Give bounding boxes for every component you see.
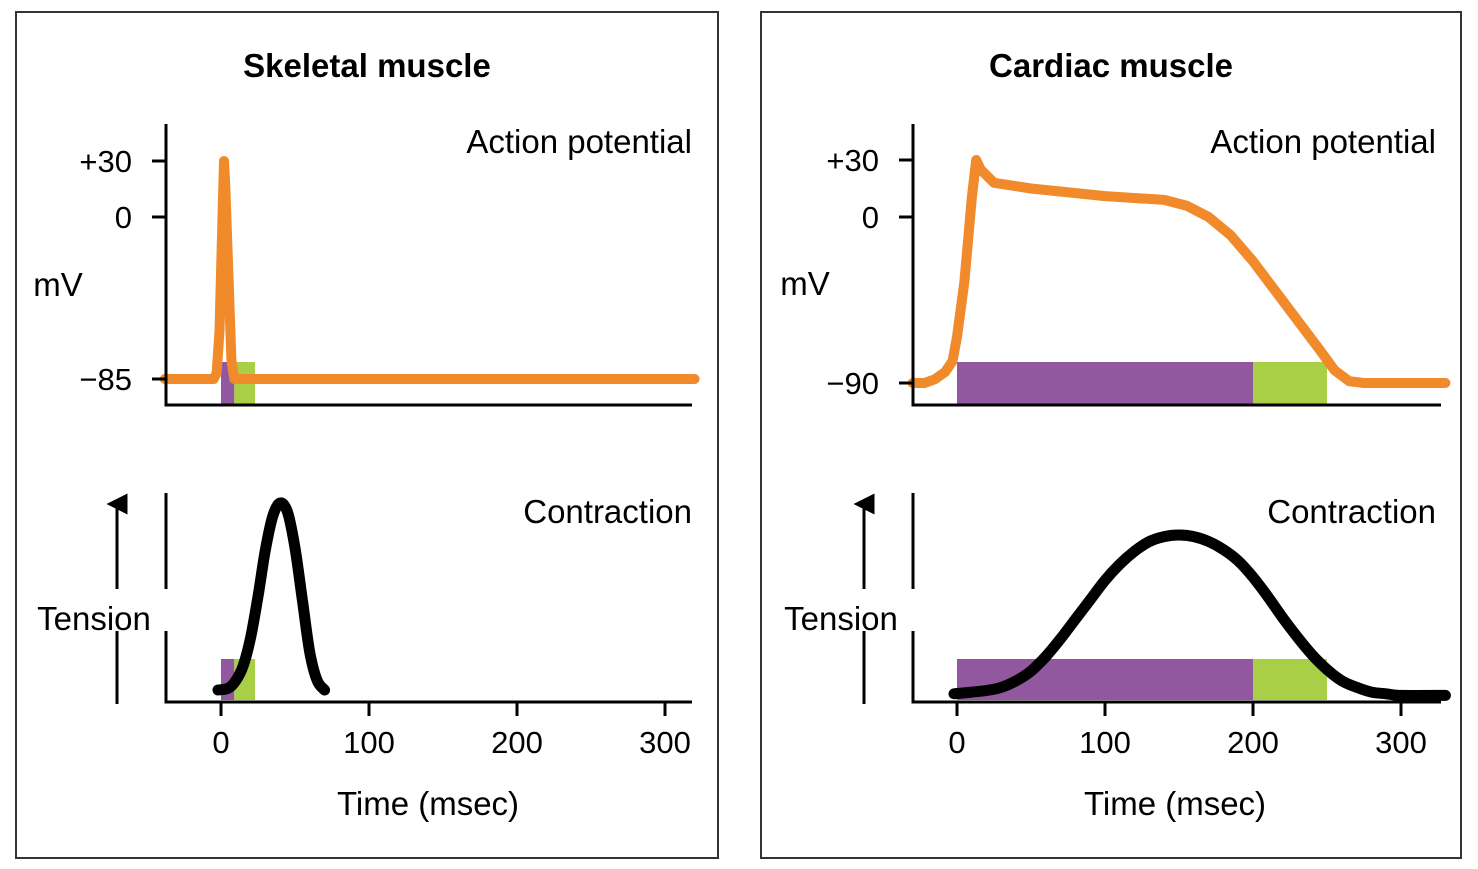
left-xtick-label: 200 [491, 725, 543, 760]
right-contraction-curve [948, 529, 1451, 701]
left-ap-ytick-label: −85 [79, 362, 132, 397]
left-tension-label-bg [37, 589, 197, 631]
right-tension-label: Tension [784, 600, 898, 637]
right-ap-label: Action potential [1210, 123, 1436, 160]
left-xtick-label: 0 [212, 725, 229, 760]
right-contraction-relative-refractory-bar [1253, 659, 1327, 700]
left-xtick-label: 300 [639, 725, 691, 760]
right-contraction-axes [911, 493, 1441, 704]
left-ap-ytick-label: +30 [79, 144, 132, 179]
right-xtick-label: 300 [1375, 725, 1427, 760]
left-contraction-label: Contraction [523, 493, 692, 530]
right-ap-ylabel: mV [780, 265, 830, 302]
left-ap-label: Action potential [466, 123, 692, 160]
right-ap-ytick-label: −90 [826, 366, 879, 401]
left-tension-label: Tension [37, 600, 151, 637]
right-panel-frame [760, 11, 1462, 859]
left-action-potential-line [159, 156, 700, 384]
left-ap-ytick-label: 0 [115, 200, 132, 235]
right-xlabel: Time (msec) [1084, 785, 1266, 822]
right-ap-relative-refractory-bar [1253, 362, 1327, 404]
right-ap-ytick-label: +30 [826, 143, 879, 178]
right-action-potential-line [907, 155, 1451, 388]
right-xtick-label: 0 [948, 725, 965, 760]
right-contraction-label: Contraction [1267, 493, 1436, 530]
left-xlabel: Time (msec) [337, 785, 519, 822]
right-contraction-absolute-refractory-bar [957, 659, 1253, 700]
right-ap-absolute-refractory-bar [957, 362, 1253, 404]
left-ap-ylabel: mV [33, 266, 83, 303]
right-xtick-label: 100 [1079, 725, 1131, 760]
right-tension-label-bg [784, 589, 944, 631]
left-panel: Skeletal muscle +30 0 −85 mV Action potential… [15, 11, 719, 859]
left-panel-title: Skeletal muscle [243, 47, 491, 84]
right-panel: Cardiac muscle +30 0 −90 mV Action potential C… [760, 11, 1462, 859]
left-xtick-label: 100 [343, 725, 395, 760]
left-panel-frame [15, 11, 719, 859]
right-xtick-label: 200 [1227, 725, 1279, 760]
right-ap-ytick-label: 0 [862, 200, 879, 235]
right-panel-title: Cardiac muscle [989, 47, 1233, 84]
left-contraction-curve [212, 497, 331, 696]
